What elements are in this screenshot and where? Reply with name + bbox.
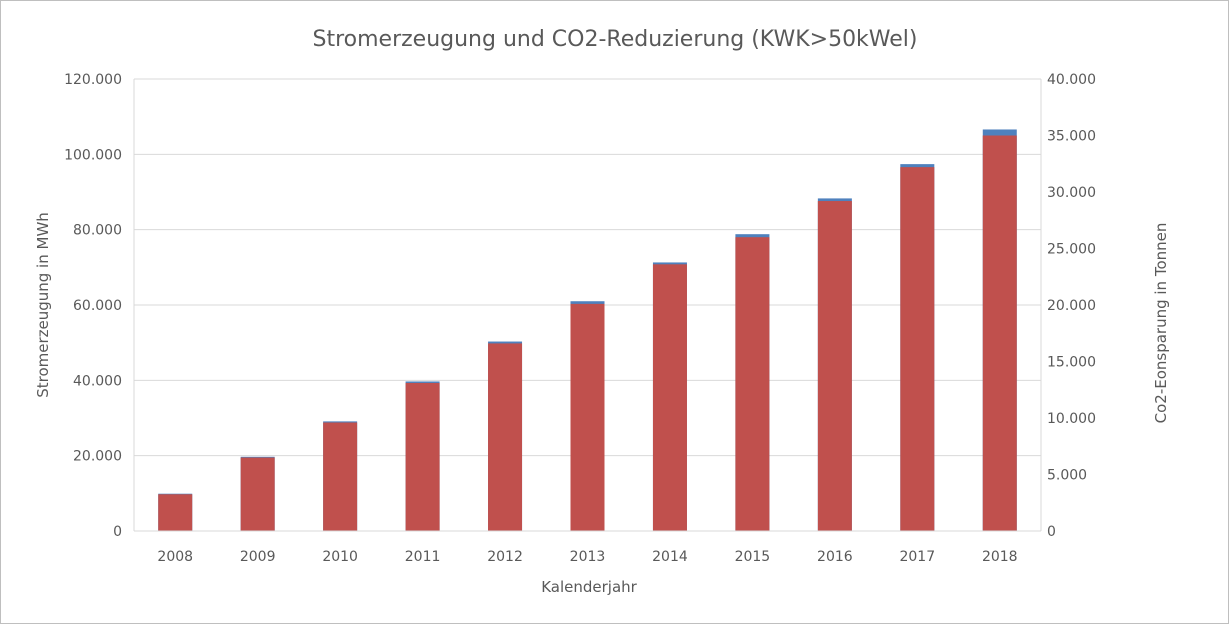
- bar-series1-2009: [240, 457, 275, 531]
- bar-series1-2013: [570, 303, 605, 531]
- y-axis-title: Stromerzeugung in MWh: [34, 212, 52, 398]
- y-axis-ticks: 0 20.000 40.000 60.000 80.000 100.000 120.000: [64, 72, 122, 540]
- y2-tick-label: 40.000: [1047, 72, 1096, 88]
- y-tick-label: 120.000: [64, 72, 122, 88]
- bar-series1-2018: [982, 135, 1017, 531]
- x-tick-label: 2016: [817, 549, 853, 565]
- bar-series1-2016: [817, 201, 852, 532]
- y-tick-label: 40.000: [73, 373, 122, 389]
- y-tick-label: 60.000: [73, 298, 122, 314]
- x-tick-label: 2013: [570, 549, 606, 565]
- x-tick-label: 2011: [405, 549, 441, 565]
- chart-title: Stromerzeugung und CO2-Reduzierung (KWK>…: [312, 27, 917, 52]
- bar-series1-2017: [900, 167, 935, 531]
- x-axis-ticks: 2008 2009 2010 2011 2012 2013 2014 2015 2016 2017…: [157, 549, 1017, 565]
- y2-axis-title: Co2-Eonsparung in Tonnen: [1152, 223, 1170, 424]
- x-tick-label: 2012: [487, 549, 523, 565]
- x-tick-label: 2009: [240, 549, 276, 565]
- y2-tick-label: 15.000: [1047, 355, 1096, 371]
- x-tick-label: 2015: [735, 549, 771, 565]
- y2-axis-ticks: 0 5.000 10.000 15.000 20.000 25.000 30.000 35.0…: [1047, 72, 1096, 540]
- x-tick-label: 2018: [982, 549, 1018, 565]
- y2-tick-label: 10.000: [1047, 411, 1096, 427]
- bar-series1-2015: [735, 237, 770, 531]
- bar-series1-2014: [652, 264, 687, 531]
- x-tick-label: 2010: [322, 549, 358, 565]
- y-tick-label: 20.000: [73, 449, 122, 465]
- bars: [158, 129, 1017, 532]
- y2-tick-label: 20.000: [1047, 298, 1096, 314]
- x-tick-label: 2017: [899, 549, 935, 565]
- x-tick-label: 2008: [157, 549, 193, 565]
- bar-series1-2012: [488, 343, 523, 531]
- y-tick-label: 100.000: [64, 147, 122, 163]
- y2-tick-label: 0: [1047, 524, 1056, 540]
- bar-series1-2010: [323, 422, 358, 531]
- y2-tick-label: 30.000: [1047, 185, 1096, 201]
- bar-series1-2008: [158, 494, 193, 531]
- x-tick-label: 2014: [652, 549, 688, 565]
- axes: [133, 79, 1042, 532]
- y2-tick-label: 5.000: [1047, 468, 1087, 484]
- y-tick-label: 0: [113, 524, 122, 540]
- bar-series1-2011: [405, 382, 440, 531]
- x-axis-title: Kalenderjahr: [541, 578, 637, 596]
- y2-tick-label: 35.000: [1047, 129, 1096, 145]
- y2-tick-label: 25.000: [1047, 242, 1096, 258]
- y-tick-label: 80.000: [73, 223, 122, 239]
